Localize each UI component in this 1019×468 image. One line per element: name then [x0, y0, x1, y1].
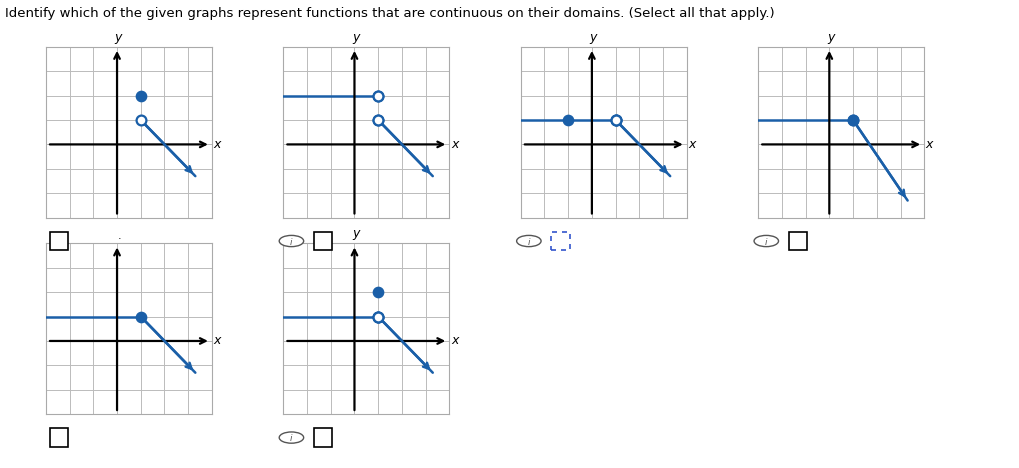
Point [370, 116, 386, 124]
Text: $x$: $x$ [213, 138, 223, 151]
Text: $y$: $y$ [352, 228, 362, 242]
Text: $i$: $i$ [289, 235, 293, 247]
Text: $x$: $x$ [450, 138, 461, 151]
Point [132, 92, 149, 99]
Point [607, 116, 624, 124]
Text: $i$: $i$ [289, 432, 293, 443]
Text: $y$: $y$ [826, 31, 837, 45]
Text: $x$: $x$ [688, 138, 698, 151]
Text: Identify which of the given graphs represent functions that are continuous on th: Identify which of the given graphs repre… [5, 7, 774, 20]
Text: $y$: $y$ [114, 31, 124, 45]
Text: $i$: $i$ [764, 235, 768, 247]
Text: $x$: $x$ [213, 335, 223, 347]
Text: $y$: $y$ [352, 31, 362, 45]
Point [845, 116, 861, 124]
Point [607, 116, 624, 124]
Text: $i$: $i$ [527, 235, 531, 247]
Text: $y$: $y$ [589, 31, 599, 45]
Text: $x$: $x$ [925, 138, 935, 151]
Point [132, 116, 149, 124]
Point [370, 313, 386, 320]
Text: .: . [117, 231, 121, 241]
Point [132, 313, 149, 320]
Point [607, 116, 624, 124]
Point [560, 116, 577, 124]
Point [845, 116, 861, 124]
Point [370, 313, 386, 320]
Point [370, 288, 386, 296]
Point [370, 92, 386, 99]
Point [370, 92, 386, 99]
Point [370, 116, 386, 124]
Point [370, 313, 386, 320]
Text: $x$: $x$ [450, 335, 461, 347]
